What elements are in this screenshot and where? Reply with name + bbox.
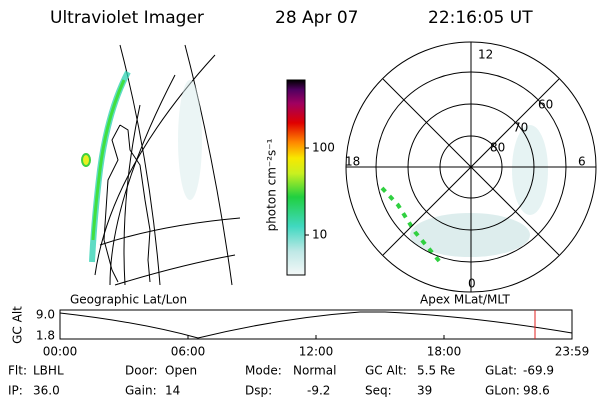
- alt-axis-label: GC Alt: [11, 306, 25, 344]
- field-value: Open: [165, 364, 197, 378]
- instrument: Ultraviolet Imager: [50, 8, 204, 28]
- field-label: GC Alt:: [365, 364, 407, 378]
- field-value: 14: [165, 384, 180, 398]
- mlt-label: 0: [468, 277, 476, 291]
- field-label: Flt:: [8, 364, 27, 378]
- alt-y-label: 1.8: [36, 329, 55, 343]
- lat-label: 80: [490, 141, 505, 155]
- field-value: LBHL: [33, 364, 64, 378]
- field-value: 5.5 Re: [417, 364, 455, 378]
- date: 28 Apr 07: [275, 8, 358, 28]
- field-label: Seq:: [365, 384, 392, 398]
- field-label: IP:: [8, 384, 23, 398]
- alt-x-label: 00:00: [43, 345, 78, 359]
- colorbar-tick-label: 10: [312, 228, 327, 242]
- polar-plot: [345, 41, 597, 293]
- field-label: Dsp:: [245, 384, 272, 398]
- alt-curve: [59, 311, 573, 339]
- field-value: -69.9: [523, 364, 554, 378]
- mlt-label: 18: [345, 155, 360, 169]
- field-label: GLat:: [485, 364, 517, 378]
- field-label: Door:: [125, 364, 158, 378]
- panel-label: Apex MLat/MLT: [420, 293, 510, 307]
- field-value: 36.0: [33, 384, 60, 398]
- field-label: Mode:: [245, 364, 282, 378]
- alt-x-ticks: 00:00 06:00 12:00 18:00 23:59: [43, 335, 590, 359]
- panel-label: Geographic Lat/Lon: [70, 293, 187, 307]
- mlt-label: 6: [578, 155, 586, 169]
- alt-x-label: 18:00: [427, 345, 462, 359]
- footer: Flt: LBHL Door: Open Mode: Normal GC Alt: 5.5 R…: [8, 364, 554, 398]
- colorbar-tick-label: 100: [312, 141, 335, 155]
- field-label: GLon:: [485, 384, 520, 398]
- time: 22:16:05 UT: [428, 8, 533, 28]
- field-value: -9.2: [307, 384, 330, 398]
- alt-x-label: 12:00: [299, 345, 334, 359]
- lat-label: 60: [538, 98, 553, 112]
- lat-label: 70: [513, 121, 528, 135]
- field-value: 39: [417, 384, 432, 398]
- field-value: Normal: [293, 364, 336, 378]
- geo-map: [81, 44, 241, 286]
- mlt-label: 12: [478, 48, 493, 62]
- alt-y-label: 9.0: [36, 308, 55, 322]
- alt-x-label: 06:00: [171, 345, 206, 359]
- colorbar-unit: photon cm⁻²s⁻¹: [265, 138, 279, 231]
- alt-x-label: 23:59: [555, 345, 590, 359]
- field-label: Gain:: [125, 384, 157, 398]
- colorbar: [286, 79, 306, 276]
- field-value: 98.6: [523, 384, 550, 398]
